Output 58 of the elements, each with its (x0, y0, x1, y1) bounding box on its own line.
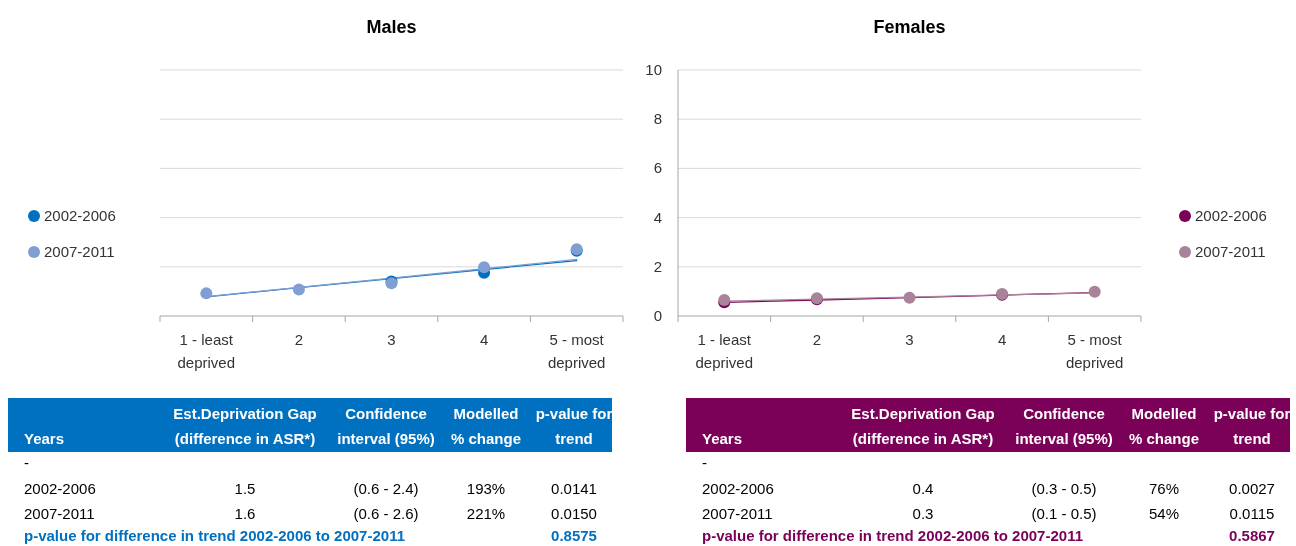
x-tick-label: 1 - least deprived (177, 331, 236, 371)
x-tick-label: 5 - most deprived (1065, 331, 1124, 371)
x-tick-label: 2 (294, 331, 304, 348)
text: 76% (1148, 480, 1180, 497)
chart-title: Females (873, 17, 946, 37)
text: Years (24, 430, 65, 447)
x-tick-label: 4 (997, 331, 1007, 348)
text: p-value for trend (1213, 405, 1291, 447)
text: Years (702, 430, 743, 447)
text: p-value for difference in trend 2002-2006 to 2007-2011 (702, 527, 1083, 544)
text: - (24, 454, 29, 471)
text: 1.5 (234, 480, 256, 497)
x-tick-label: 2 (812, 331, 822, 348)
text: Est.Deprivation Gap (difference in ASR*) (851, 405, 995, 447)
text: 0.5867 (1229, 527, 1275, 544)
text: (0.6 - 2.4) (353, 480, 419, 497)
text: (0.1 - 0.5) (1031, 505, 1097, 522)
text: 0.3 (912, 505, 934, 522)
text: 0.4 (912, 480, 934, 497)
legend-label: 2007-2011 (1195, 243, 1266, 260)
text: Modelled % change (1128, 405, 1200, 447)
y-tick-label: 8 (653, 110, 662, 128)
text: p-value for difference in trend 2002-2006 to 2007-2011 (24, 527, 405, 544)
text: 0.0027 (1229, 480, 1275, 497)
legend-label: 2007-2011 (44, 243, 115, 260)
legend-label: 2002-2006 (44, 207, 116, 224)
text: 2007-2011 (702, 505, 773, 522)
text: Modelled % change (450, 405, 522, 447)
y-tick-label: 10 (645, 61, 662, 78)
text: p-value for trend (535, 405, 613, 447)
x-tick-label: 3 (905, 331, 914, 348)
x-tick-label: 3 (387, 331, 396, 348)
text: (0.6 - 2.6) (353, 505, 419, 522)
y-tick-label: 4 (653, 208, 662, 226)
text: 0.0115 (1229, 505, 1275, 522)
y-tick-label: 0 (653, 307, 662, 324)
x-tick-label: 5 - most deprived (547, 331, 606, 371)
text: 193% (466, 480, 506, 497)
legend-label: 2002-2006 (1195, 207, 1267, 224)
text: 2007-2011 (24, 505, 95, 522)
text: - (702, 454, 707, 471)
text: 221% (466, 505, 506, 522)
text: Confidence interval (95%) (337, 405, 435, 447)
text: Confidence interval (95%) (1015, 405, 1113, 447)
y-tick-label: 2 (653, 257, 662, 275)
text: 2002-2006 (702, 480, 774, 497)
y-tick-label: 6 (653, 159, 662, 177)
text: 1.6 (234, 505, 256, 522)
text: 54% (1148, 505, 1180, 522)
text: Est.Deprivation Gap (difference in ASR*) (173, 405, 317, 447)
chart-title: Males (366, 17, 417, 37)
x-tick-label: 1 - least deprived (695, 331, 754, 371)
text: 2002-2006 (24, 480, 96, 497)
text: 0.0150 (551, 505, 597, 522)
text: 0.0141 (551, 480, 597, 497)
text: 0.8575 (551, 527, 597, 544)
x-tick-label: 4 (479, 331, 489, 348)
text: (0.3 - 0.5) (1031, 480, 1097, 497)
